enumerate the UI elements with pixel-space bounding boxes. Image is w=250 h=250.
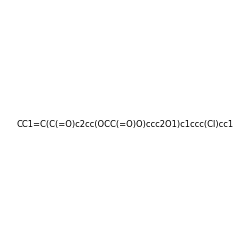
- Text: CC1=C(C(=O)c2cc(OCC(=O)O)ccc2O1)c1ccc(Cl)cc1: CC1=C(C(=O)c2cc(OCC(=O)O)ccc2O1)c1ccc(Cl…: [16, 120, 234, 130]
